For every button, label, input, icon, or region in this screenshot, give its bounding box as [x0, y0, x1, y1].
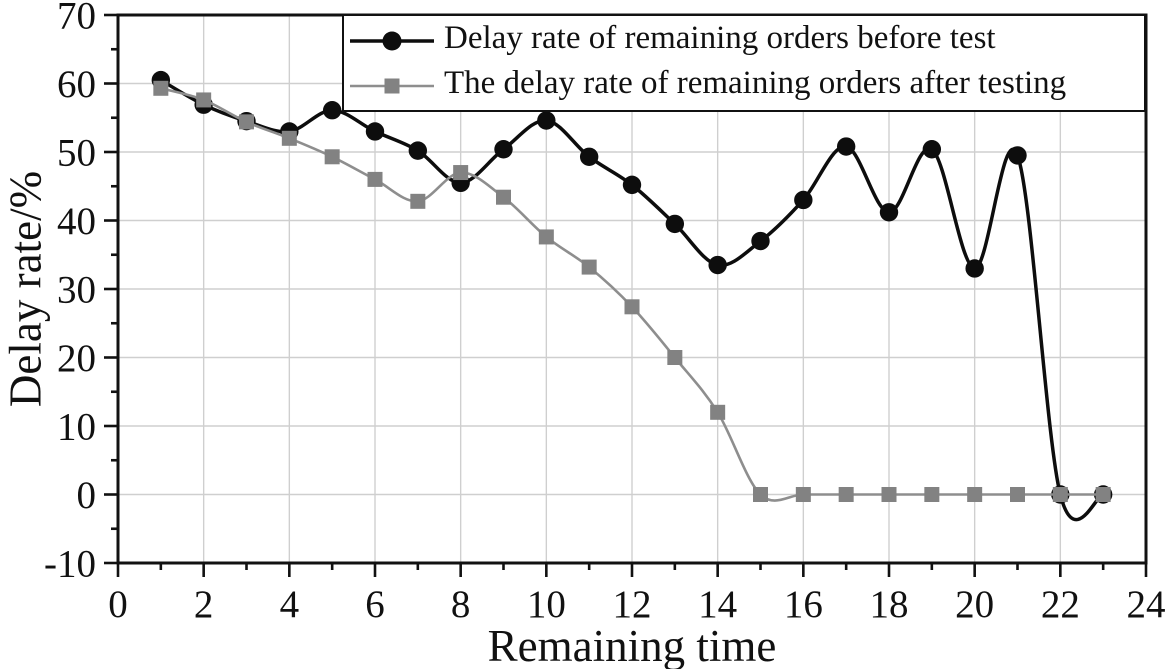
data-point-0-x9 [494, 140, 513, 159]
x-tick-label: 18 [870, 583, 909, 626]
data-point-0-x6 [365, 122, 385, 141]
legend-item-after-testing: The delay rate of remaining orders after… [348, 67, 1144, 104]
data-point-1-x21 [1010, 487, 1025, 502]
x-tick-label: 8 [451, 583, 471, 626]
x-tick-label: 20 [955, 583, 994, 626]
data-point-1-x18 [881, 487, 897, 502]
x-tick-label: 6 [365, 583, 385, 626]
data-point-1-x15 [753, 487, 768, 502]
data-point-1-x13 [667, 350, 683, 365]
data-point-0-x10 [537, 111, 556, 130]
x-axis-title: Remaining time [487, 621, 777, 669]
data-point-0-x13 [665, 214, 685, 234]
data-point-0-x21 [1008, 146, 1027, 165]
y-tick-label: -10 [44, 542, 96, 585]
data-point-1-x9 [496, 189, 511, 205]
data-point-1-x4 [281, 130, 297, 146]
data-point-1-x1 [153, 80, 169, 96]
legend-item-before-test: Delay rate of remaining orders before te… [348, 22, 1144, 59]
data-point-1-x8 [453, 165, 469, 181]
y-tick-label: 50 [57, 131, 96, 174]
data-point-1-x10 [538, 229, 554, 245]
data-point-0-x18 [879, 203, 899, 222]
x-tick-label: 2 [194, 583, 214, 626]
y-tick-label: 20 [57, 337, 96, 380]
data-point-1-x11 [581, 259, 597, 275]
data-point-0-x7 [408, 141, 428, 160]
data-point-0-x17 [836, 137, 856, 156]
data-point-1-x6 [367, 171, 383, 187]
legend-label: Delay rate of remaining orders before te… [444, 20, 996, 56]
legend-label: The delay rate of remaining orders after… [444, 65, 1067, 101]
y-tick-label: 60 [57, 63, 96, 106]
data-point-1-x16 [795, 487, 811, 502]
circle-marker-icon [350, 31, 434, 50]
data-point-0-x11 [579, 147, 599, 166]
data-point-1-x5 [324, 149, 340, 165]
y-tick-label: 40 [57, 200, 96, 243]
y-axis-title: Delay rate/% [0, 170, 51, 408]
x-tick-label: 16 [784, 583, 823, 626]
data-point-0-x20 [965, 259, 984, 278]
y-tick-label: 30 [57, 268, 96, 311]
data-point-0-x16 [794, 190, 813, 210]
x-tick-label: 4 [280, 583, 300, 626]
legend: Delay rate of remaining orders before te… [342, 14, 1146, 112]
data-point-1-x23 [1095, 487, 1111, 502]
data-point-0-x15 [751, 231, 770, 251]
y-tick-label: 10 [57, 405, 96, 448]
data-point-0-x12 [622, 175, 642, 195]
x-tick-label: 24 [1127, 583, 1166, 626]
x-tick-label: 22 [1041, 583, 1080, 626]
data-point-1-x7 [410, 193, 426, 209]
y-tick-label: 70 [57, 0, 96, 37]
data-point-1-x19 [924, 487, 940, 502]
data-point-1-x14 [710, 404, 726, 420]
data-point-0-x5 [322, 101, 342, 120]
data-point-0-x19 [922, 140, 942, 159]
x-tick-label: 10 [527, 583, 566, 626]
data-point-1-x20 [967, 487, 983, 502]
data-point-0-x14 [708, 255, 727, 275]
x-tick-label: 14 [698, 583, 737, 626]
data-point-1-x17 [838, 487, 854, 502]
square-marker-icon [350, 78, 434, 93]
x-tick-label: 0 [108, 583, 128, 626]
data-point-1-x12 [624, 299, 640, 315]
data-point-1-x22 [1052, 487, 1068, 502]
y-tick-label: 0 [77, 474, 97, 517]
data-point-1-x2 [196, 92, 212, 108]
data-point-1-x3 [239, 114, 254, 130]
x-tick-label: 12 [613, 583, 652, 626]
